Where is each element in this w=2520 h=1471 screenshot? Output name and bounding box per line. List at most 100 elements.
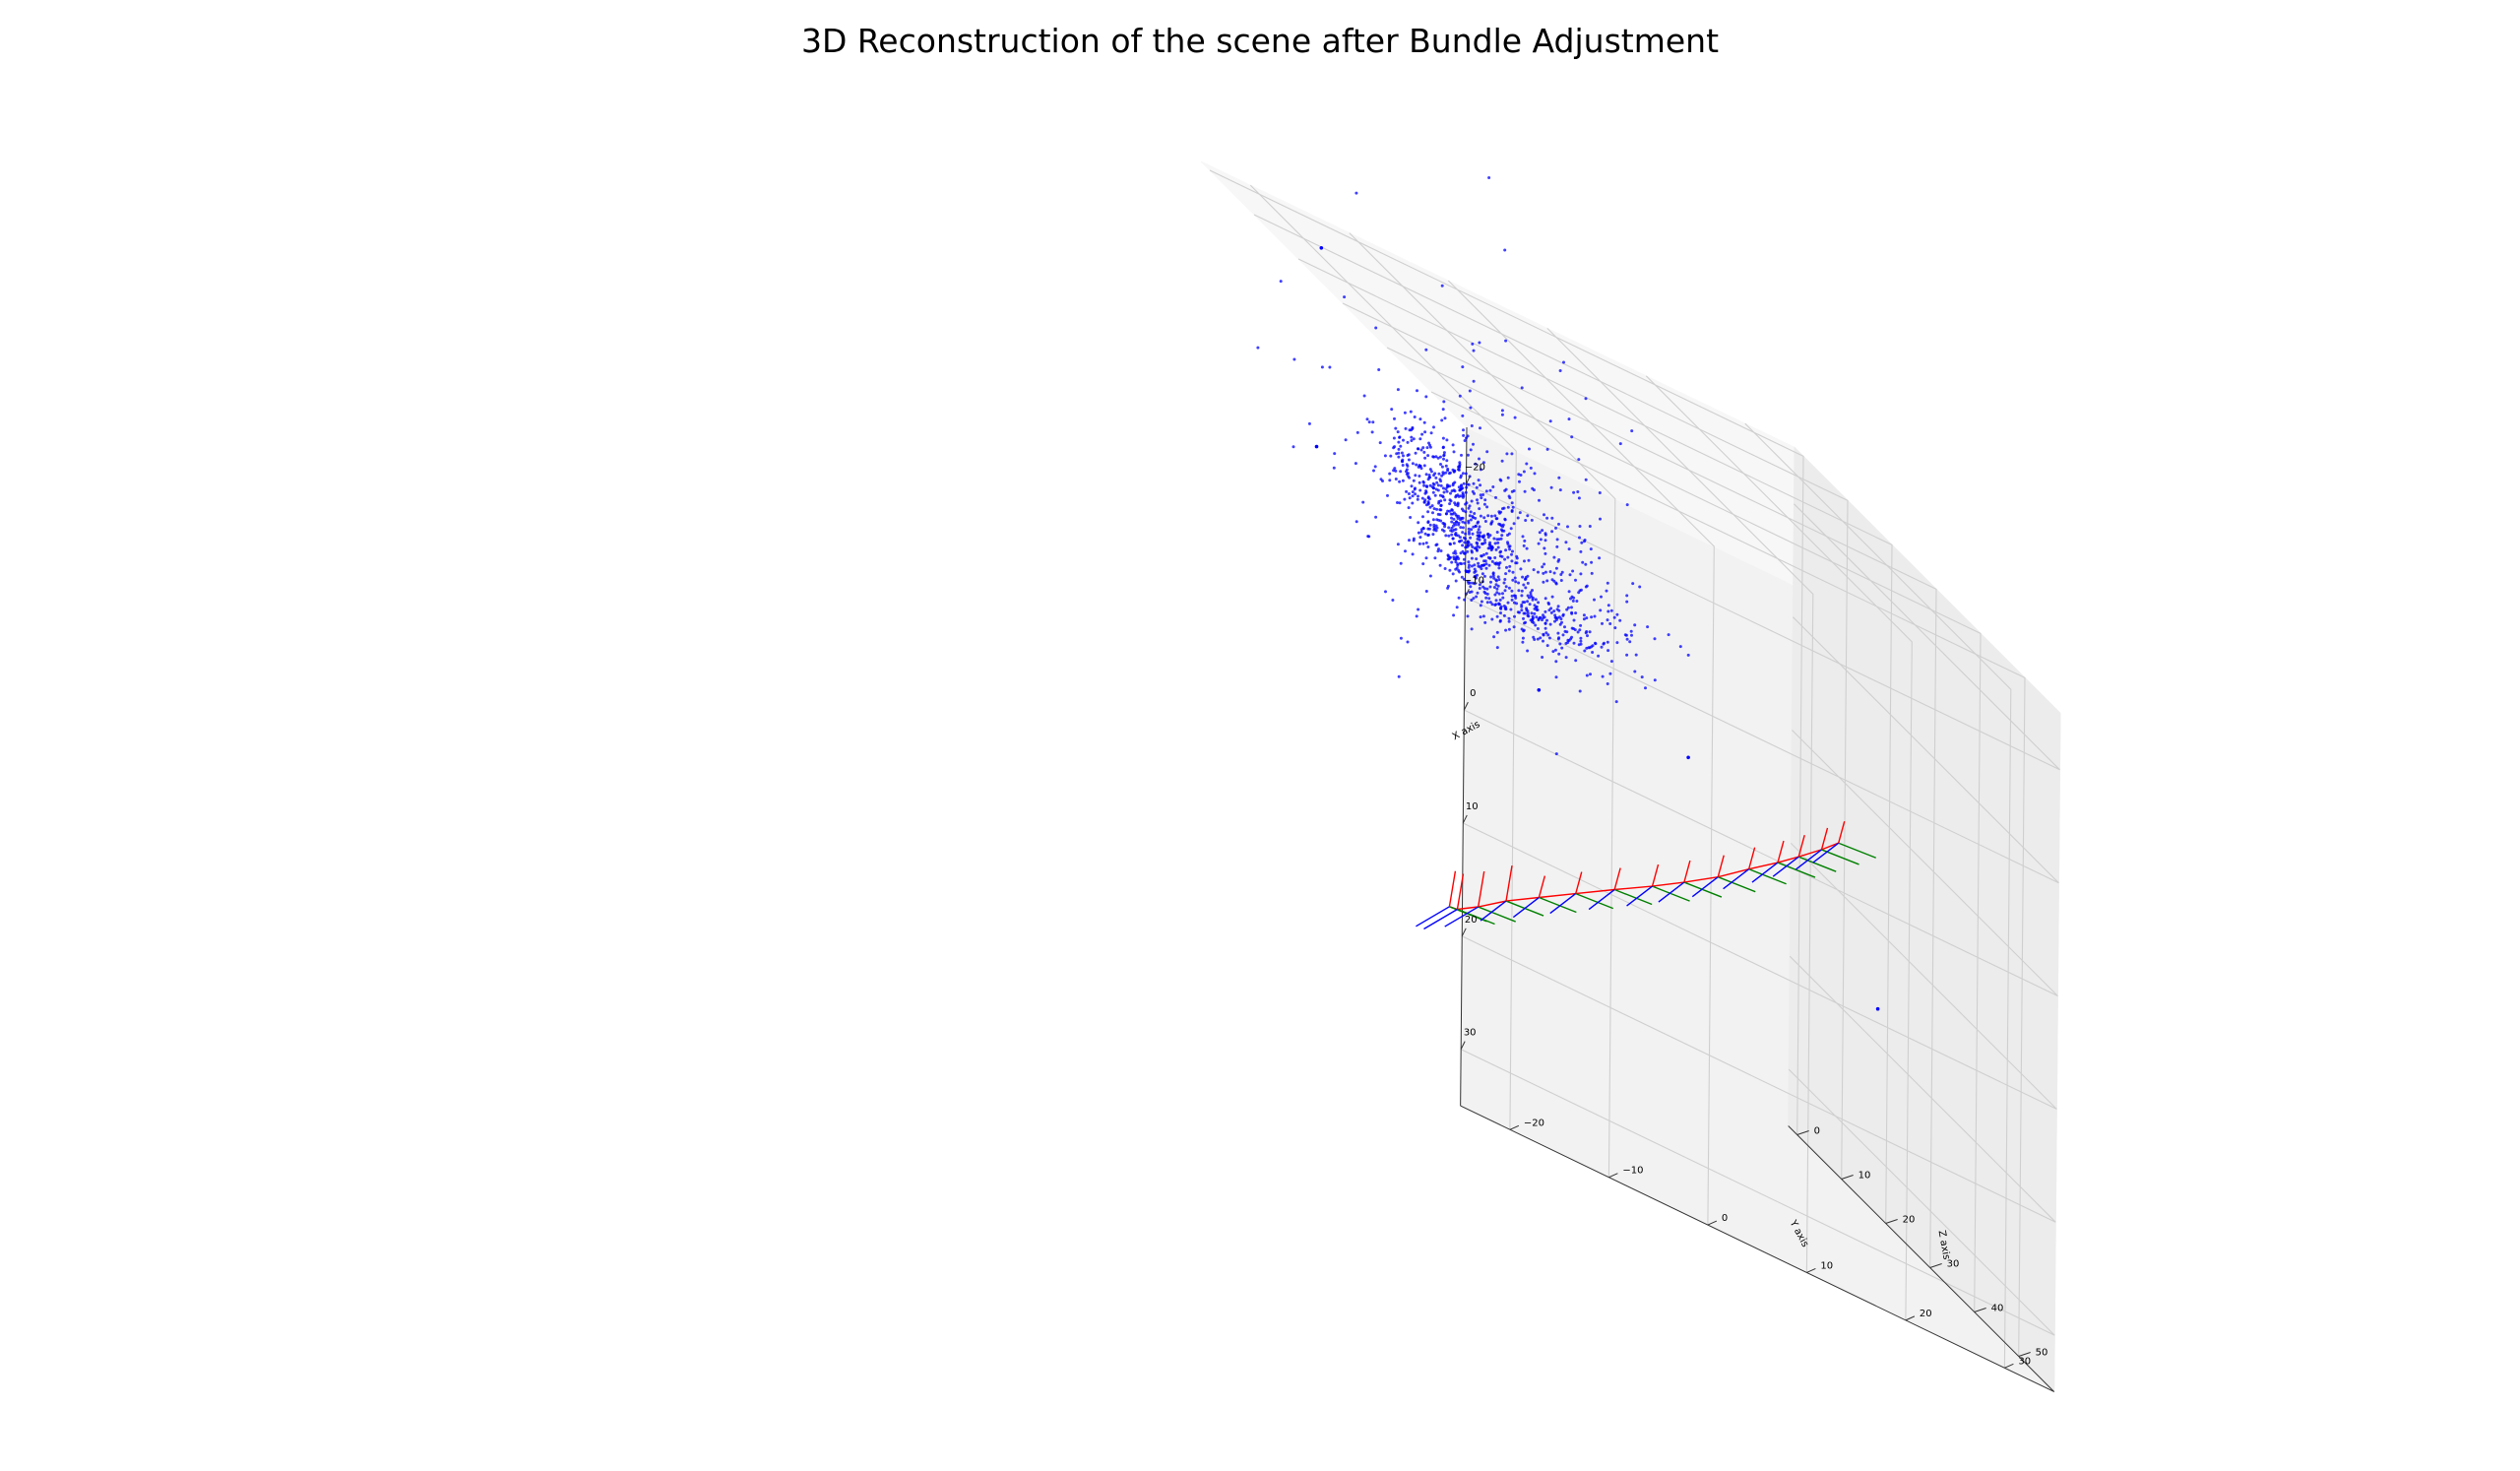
data-point bbox=[1482, 553, 1485, 556]
data-point bbox=[1542, 639, 1544, 643]
data-point bbox=[1489, 548, 1493, 552]
data-point bbox=[1487, 563, 1491, 567]
data-point bbox=[1504, 585, 1508, 589]
data-point bbox=[1372, 469, 1375, 473]
data-point bbox=[1526, 600, 1530, 604]
data-point bbox=[1584, 631, 1588, 635]
x-tick-label: 30 bbox=[1464, 1028, 1477, 1039]
data-point bbox=[1506, 541, 1509, 544]
camera-axis-y bbox=[1748, 868, 1787, 885]
data-point bbox=[1605, 589, 1608, 593]
camera-axis-x bbox=[1838, 821, 1846, 844]
data-point bbox=[1410, 428, 1413, 432]
data-point bbox=[1511, 505, 1515, 509]
data-point bbox=[1407, 506, 1411, 510]
data-point bbox=[1481, 614, 1485, 618]
x-tick bbox=[1464, 589, 1470, 598]
gridline-z bbox=[1209, 169, 1804, 1135]
camera-axis-z bbox=[1512, 896, 1540, 919]
data-point bbox=[1464, 532, 1468, 536]
data-point bbox=[1414, 451, 1418, 455]
data-point bbox=[1379, 478, 1383, 481]
data-point bbox=[1468, 591, 1472, 594]
data-point bbox=[1587, 646, 1591, 650]
data-point bbox=[1564, 541, 1568, 544]
data-point bbox=[1550, 595, 1554, 599]
data-point bbox=[1497, 522, 1501, 526]
data-point bbox=[1503, 557, 1507, 561]
data-point bbox=[1513, 614, 1516, 618]
data-point bbox=[1396, 388, 1400, 392]
data-point bbox=[1624, 633, 1628, 637]
data-point bbox=[1429, 431, 1433, 435]
data-point bbox=[1415, 614, 1418, 618]
data-point bbox=[1433, 493, 1437, 497]
data-point bbox=[1424, 590, 1428, 593]
chart-box-edges bbox=[1460, 426, 2055, 1392]
data-point bbox=[1470, 627, 1474, 631]
data-point bbox=[1476, 534, 1480, 538]
data-point bbox=[1478, 507, 1481, 511]
data-point bbox=[1589, 672, 1592, 676]
data-point bbox=[1397, 455, 1401, 459]
data-point bbox=[1469, 448, 1473, 452]
gridline-z bbox=[1430, 391, 2026, 1357]
data-point bbox=[1511, 570, 1515, 574]
data-point bbox=[1401, 464, 1405, 467]
data-point bbox=[1555, 608, 1559, 611]
data-point bbox=[1507, 532, 1511, 536]
data-point bbox=[1354, 462, 1357, 466]
data-point bbox=[1436, 512, 1440, 516]
camera-axis-x bbox=[1575, 871, 1583, 894]
data-point bbox=[1532, 621, 1536, 624]
x-tick bbox=[1461, 927, 1467, 937]
y-tick bbox=[1509, 1124, 1520, 1130]
data-point bbox=[1473, 575, 1477, 579]
gridline-y bbox=[1349, 232, 1616, 1178]
data-point bbox=[1492, 586, 1496, 589]
data-point bbox=[1417, 521, 1420, 525]
data-point bbox=[1520, 589, 1524, 593]
data-point bbox=[1520, 386, 1524, 390]
data-point bbox=[1588, 525, 1592, 528]
data-point bbox=[1428, 468, 1432, 472]
data-point bbox=[1495, 538, 1499, 542]
data-point bbox=[1378, 441, 1382, 445]
data-point bbox=[1638, 585, 1642, 589]
data-point bbox=[1640, 675, 1644, 679]
data-point bbox=[1875, 1006, 1880, 1011]
data-point bbox=[1484, 551, 1488, 555]
data-point bbox=[1509, 527, 1513, 531]
data-point bbox=[1478, 587, 1481, 590]
data-point bbox=[1565, 630, 1569, 634]
data-point bbox=[1504, 548, 1508, 552]
data-point bbox=[1396, 430, 1400, 434]
data-point bbox=[1292, 445, 1295, 449]
data-point bbox=[1479, 483, 1482, 487]
data-point bbox=[1554, 566, 1558, 570]
data-point bbox=[1590, 615, 1594, 619]
data-point bbox=[1445, 485, 1449, 489]
data-point bbox=[1504, 487, 1508, 491]
data-point bbox=[1630, 429, 1634, 433]
data-point bbox=[1398, 480, 1402, 483]
data-point bbox=[1644, 686, 1647, 690]
data-point bbox=[1554, 526, 1557, 530]
data-point bbox=[1548, 622, 1552, 626]
data-point bbox=[1402, 454, 1405, 458]
data-point bbox=[1533, 638, 1537, 641]
data-point bbox=[1544, 631, 1548, 635]
data-point bbox=[1546, 633, 1550, 637]
data-point bbox=[1406, 640, 1410, 644]
camera-axis-y bbox=[1683, 881, 1723, 898]
data-point bbox=[1461, 526, 1465, 530]
data-point bbox=[1307, 421, 1311, 425]
data-point bbox=[1463, 439, 1467, 442]
data-point bbox=[1450, 526, 1454, 530]
x-tick-label: −20 bbox=[1465, 462, 1485, 473]
data-point bbox=[1432, 507, 1436, 511]
x-axis-line bbox=[1460, 426, 1468, 1107]
z-tick bbox=[1885, 1219, 1898, 1224]
data-point bbox=[1495, 587, 1499, 591]
data-point bbox=[1472, 442, 1475, 446]
